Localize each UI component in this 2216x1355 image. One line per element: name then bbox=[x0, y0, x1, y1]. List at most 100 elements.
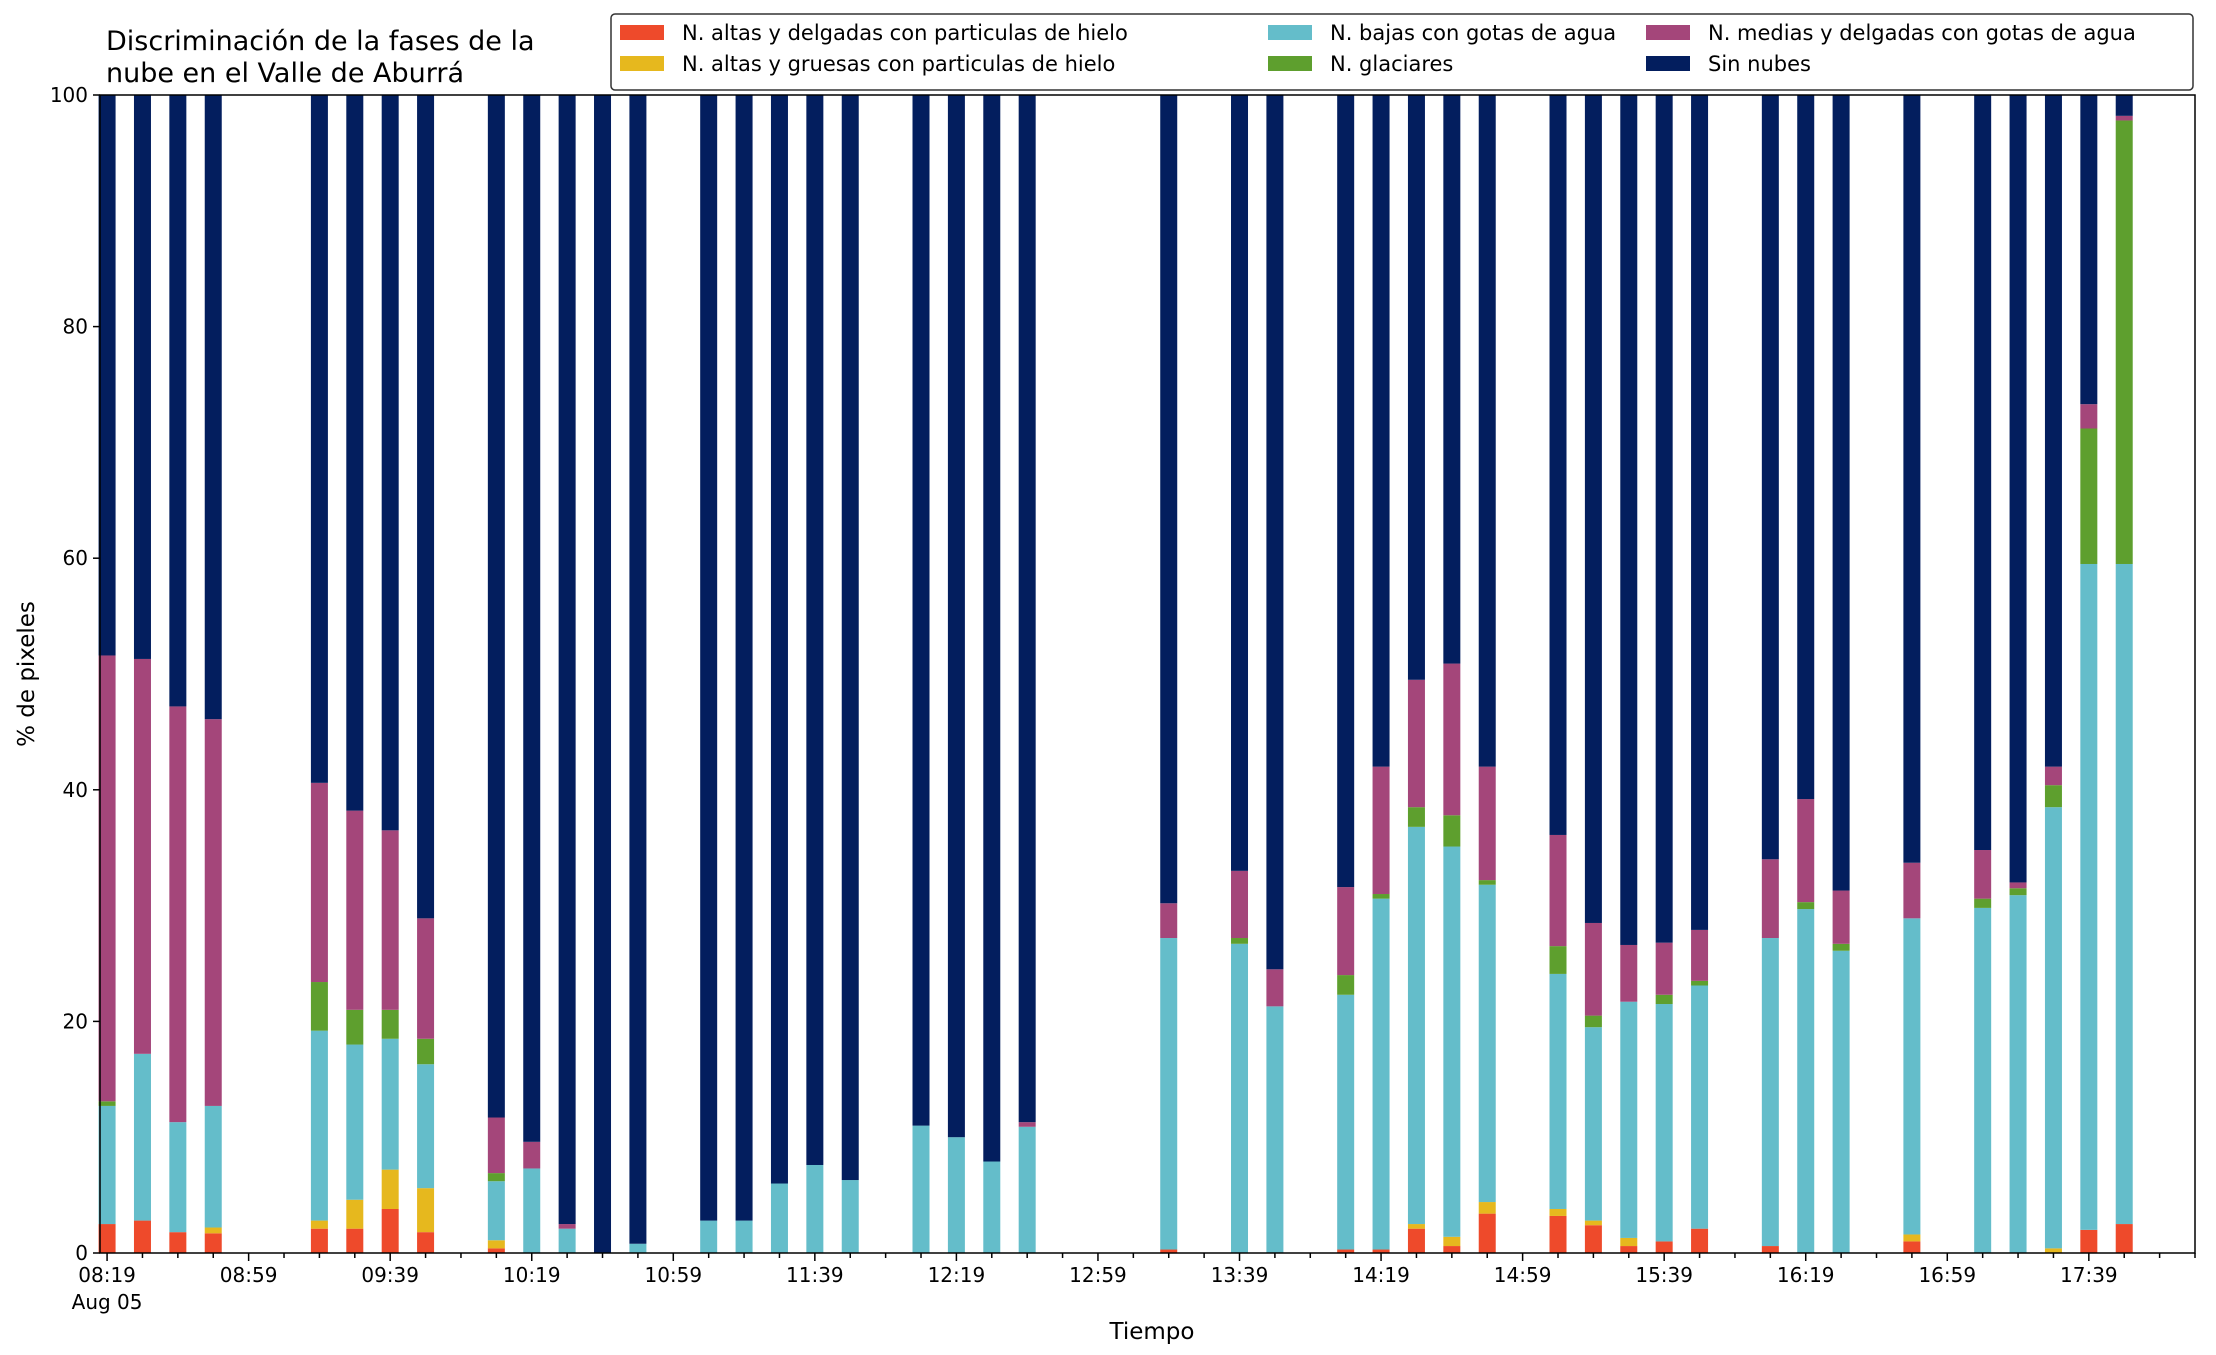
bar-segment bbox=[1974, 898, 1992, 908]
x-tick-label: 11:39 bbox=[786, 1263, 844, 1287]
bar-segment bbox=[2044, 807, 2062, 1249]
bar-segment bbox=[2009, 882, 2027, 889]
bar-segment bbox=[1231, 95, 1249, 871]
bar-segment bbox=[1620, 1246, 1638, 1253]
bar-segment bbox=[1761, 1246, 1779, 1253]
legend-label: N. medias y delgadas con gotas de agua bbox=[1708, 21, 2136, 45]
bar-segment bbox=[735, 95, 753, 1221]
bar-segment bbox=[417, 1064, 435, 1189]
bar-segment bbox=[629, 1243, 647, 1253]
bar-segment bbox=[1372, 95, 1390, 767]
y-tick-label: 60 bbox=[63, 546, 88, 570]
bar-segment bbox=[1584, 1225, 1602, 1253]
bar-segment bbox=[523, 1141, 541, 1169]
x-tick-label: 12:19 bbox=[928, 1263, 986, 1287]
bar-segment bbox=[133, 658, 151, 1054]
bar-segment bbox=[1160, 938, 1178, 1250]
bar-segment bbox=[1974, 850, 1992, 899]
y-tick-label: 100 bbox=[50, 83, 88, 107]
bar-segment bbox=[735, 1220, 753, 1253]
bar-segment bbox=[1407, 826, 1425, 1225]
bar-segment bbox=[1549, 946, 1567, 974]
bar-segment bbox=[487, 1117, 505, 1174]
bar-segment bbox=[98, 1105, 116, 1225]
bar-segment bbox=[1478, 1202, 1496, 1214]
bar-segment bbox=[1620, 95, 1638, 945]
bar-segment bbox=[1266, 95, 1284, 970]
bar-segment bbox=[983, 1161, 1001, 1253]
bar-segment bbox=[1372, 894, 1390, 899]
bar-segment bbox=[947, 95, 965, 1138]
bar-segment bbox=[523, 95, 541, 1142]
bar-segment bbox=[558, 1224, 576, 1229]
bar-segment bbox=[1903, 1241, 1921, 1253]
bar-segment bbox=[98, 95, 116, 656]
y-tick-label: 80 bbox=[63, 315, 88, 339]
bar-segment bbox=[1620, 1237, 1638, 1247]
bar-segment bbox=[487, 1181, 505, 1241]
bar-segment bbox=[1584, 1015, 1602, 1028]
bar-segment bbox=[1407, 807, 1425, 827]
bar-segment bbox=[310, 1220, 328, 1229]
bar-segment bbox=[1160, 903, 1178, 939]
bar-segment bbox=[346, 95, 364, 811]
bar-segment bbox=[169, 706, 187, 1123]
bar-segment bbox=[98, 1101, 116, 1106]
bar-segment bbox=[2115, 115, 2133, 121]
legend-label: Sin nubes bbox=[1708, 52, 1811, 76]
legend-swatch bbox=[620, 25, 664, 40]
x-axis: 08:19 Aug 05 08:59 09:39 10:19 10:59 11:39 12:1… bbox=[72, 1253, 2196, 1314]
bar-segment bbox=[2044, 766, 2062, 786]
bar-segment bbox=[1337, 994, 1355, 1250]
bar-segment bbox=[2115, 563, 2133, 1225]
bar-segment bbox=[381, 1169, 399, 1209]
bar-segment bbox=[1832, 943, 1850, 951]
bar-segment bbox=[1584, 922, 1602, 1016]
bar-segment bbox=[2080, 428, 2098, 564]
bar-segment bbox=[947, 1137, 965, 1253]
bar-segment bbox=[1337, 95, 1355, 888]
bar-segment bbox=[487, 1240, 505, 1249]
bar-segment bbox=[1832, 95, 1850, 891]
bar-segment bbox=[1797, 95, 1815, 800]
bar-segment bbox=[1797, 902, 1815, 910]
bar-segment bbox=[1443, 846, 1461, 1237]
bar-segment bbox=[417, 1038, 435, 1065]
bar-segment bbox=[1903, 918, 1921, 1235]
bar-segment bbox=[1018, 95, 1036, 1123]
bar-segment bbox=[310, 1228, 328, 1253]
bar-segment bbox=[169, 95, 187, 707]
legend-frame bbox=[610, 13, 2194, 91]
legend-label: N. glaciares bbox=[1330, 52, 1453, 76]
bar-segment bbox=[346, 1009, 364, 1045]
legend-swatch bbox=[620, 56, 664, 71]
bar-segment bbox=[1655, 994, 1673, 1005]
bar-segment bbox=[2009, 95, 2027, 883]
bar-segment bbox=[1832, 890, 1850, 944]
bar-segment bbox=[1443, 95, 1461, 664]
bar-segment bbox=[1761, 938, 1779, 1247]
bar-segment bbox=[310, 782, 328, 983]
bar-segment bbox=[1337, 1249, 1355, 1253]
bar-segment bbox=[770, 95, 788, 1184]
bar-segment bbox=[2080, 1229, 2098, 1253]
bar-segment bbox=[487, 95, 505, 1118]
bar-segment bbox=[1407, 1224, 1425, 1229]
bar-segment bbox=[700, 95, 718, 1221]
bar-segment bbox=[1231, 870, 1249, 939]
bar-segment bbox=[1372, 898, 1390, 1250]
legend-swatch bbox=[1646, 56, 1690, 71]
x-tick-label: 09:39 bbox=[361, 1263, 419, 1287]
bar-segment bbox=[381, 95, 399, 831]
bar-segment bbox=[841, 95, 859, 1181]
bar-segment bbox=[1266, 969, 1284, 1007]
bar-segment bbox=[1620, 1001, 1638, 1238]
x-tick-label: 08:59 bbox=[220, 1263, 278, 1287]
bar-segment bbox=[487, 1248, 505, 1253]
x-tick-label: 08:19 bbox=[78, 1263, 136, 1287]
bar-segment bbox=[381, 1009, 399, 1039]
x-tick-label: 17:39 bbox=[2060, 1263, 2118, 1287]
x-tick-label: 16:59 bbox=[1918, 1263, 1976, 1287]
bar-segment bbox=[1655, 942, 1673, 995]
